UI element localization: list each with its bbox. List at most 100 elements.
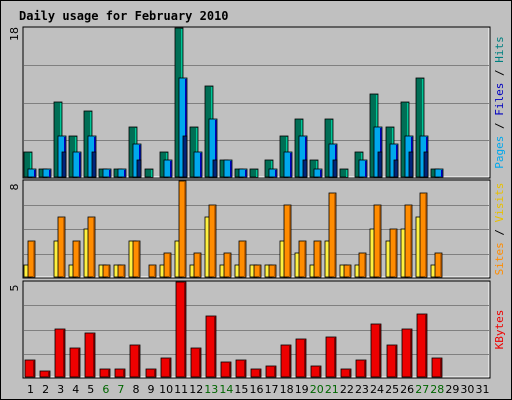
kbytes-bar-shade: [244, 361, 246, 377]
kbytes-bar-shade: [319, 367, 321, 377]
files-bar-shade: [230, 161, 232, 177]
sites-bar: [298, 240, 307, 278]
files-bar-shade: [109, 170, 111, 177]
x-tick-label: 21: [325, 383, 339, 396]
files-bar: [238, 168, 248, 178]
sites-bar: [313, 240, 322, 278]
kbytes-bar-shade: [259, 370, 261, 377]
sites-bar-shade: [108, 266, 110, 277]
sites-bar-shade: [349, 266, 351, 277]
side-legend-hits-files-pages: Pages / Files / Hits: [493, 36, 506, 169]
legend-entry: /: [493, 229, 506, 242]
pages-bar: [332, 159, 338, 178]
kbytes-bar: [235, 359, 247, 378]
files-bar: [358, 159, 368, 178]
kbytes-bar: [84, 332, 96, 378]
sites-bar: [87, 216, 96, 278]
sites-bar: [102, 264, 111, 278]
sites-bar: [343, 264, 352, 278]
pages-bar: [393, 159, 399, 178]
files-bar-shade: [365, 161, 367, 177]
hits-bar: [144, 168, 154, 178]
sites-bar: [57, 216, 66, 278]
kbytes-bar-shade: [289, 346, 291, 377]
panel-visits-sites: 8 Sites / Visits: [8, 179, 506, 279]
sites-bar-shade: [93, 218, 95, 277]
files-bar-shade: [305, 137, 307, 177]
files-bar-shade: [34, 170, 36, 177]
sites-bar: [253, 264, 262, 278]
files-bar: [102, 168, 112, 178]
sites-bar: [132, 240, 141, 278]
y-max-label: 8: [8, 184, 21, 191]
kbytes-bar-shade: [304, 340, 306, 377]
kbytes-bar: [265, 365, 277, 378]
side-legend-visits-sites: Sites / Visits: [493, 183, 506, 276]
legend-entry: KBytes: [493, 310, 506, 350]
kbytes-bar: [310, 365, 322, 378]
kbytes-bar-shade: [199, 349, 201, 377]
sites-bar-shade: [123, 266, 125, 277]
kbytes-bar-shade: [48, 372, 50, 377]
kbytes-bar: [386, 344, 398, 378]
kbytes-bar-shade: [138, 346, 140, 377]
kbytes-bar-shade: [364, 361, 366, 377]
files-bar: [283, 151, 293, 178]
sites-bar-shade: [304, 242, 306, 277]
files-bar-shade: [275, 170, 277, 177]
x-tick-label: 20: [310, 383, 324, 396]
hits-bar-shade: [151, 170, 153, 177]
kbytes-bar-shade: [229, 363, 231, 377]
files-bar: [223, 159, 233, 178]
files-bar: [72, 151, 82, 178]
legend-entry: /: [493, 69, 506, 82]
x-tick-label: 13: [204, 383, 218, 396]
kbytes-bar-shade: [214, 317, 216, 377]
sites-bar-shade: [379, 206, 381, 277]
kbytes-bar: [24, 359, 36, 378]
kbytes-bar-shade: [123, 370, 125, 377]
sites-bar-shade: [274, 266, 276, 277]
sites-bar-shade: [440, 254, 442, 277]
sites-bar-shade: [154, 266, 156, 277]
sites-bar: [72, 240, 81, 278]
kbytes-bar-shade: [425, 315, 427, 377]
files-bar-shade: [124, 170, 126, 177]
x-tick-label: 16: [250, 383, 264, 396]
files-bar-shade: [245, 170, 247, 177]
kbytes-bar: [39, 370, 51, 378]
x-tick-label: 14: [219, 383, 233, 396]
sites-bar-shade: [214, 206, 216, 277]
x-tick-label: 1: [27, 383, 34, 396]
x-tick-label: 25: [385, 383, 399, 396]
x-tick-label: 11: [174, 383, 188, 396]
x-tick-label: 6: [102, 383, 109, 396]
sites-bar-shade: [410, 206, 412, 277]
kbytes-bar: [145, 368, 157, 378]
files-bar: [42, 168, 52, 178]
pages-bar: [212, 159, 218, 178]
x-tick-label: 31: [475, 383, 489, 396]
x-tick-label: 28: [430, 383, 444, 396]
files-bar-shade: [441, 170, 443, 177]
sites-bar: [117, 264, 126, 278]
x-tick-label: 4: [72, 383, 79, 396]
sites-bar: [373, 204, 382, 278]
pages-bar: [302, 159, 308, 178]
sites-bar: [27, 240, 36, 278]
sites-bar-shade: [199, 254, 201, 277]
x-axis: 1 2 3 4 5 6 7 8 9 10 11 12 13 14 15 16 17 18 19 20 21 22 23 24 2…: [27, 383, 489, 396]
sites-bar: [163, 252, 172, 278]
sites-bar: [404, 204, 413, 278]
kbytes-bar-shade: [63, 330, 65, 377]
x-tick-label: 18: [280, 383, 294, 396]
legend-entry: Sites: [493, 242, 506, 275]
pages-bar: [423, 151, 429, 178]
kbytes-bar-shade: [33, 361, 35, 377]
kbytes-bar-shade: [334, 338, 336, 377]
sites-bar: [208, 204, 217, 278]
kbytes-bar-shade: [184, 283, 186, 377]
pages-bar: [408, 151, 414, 178]
kbytes-bar: [99, 368, 111, 378]
